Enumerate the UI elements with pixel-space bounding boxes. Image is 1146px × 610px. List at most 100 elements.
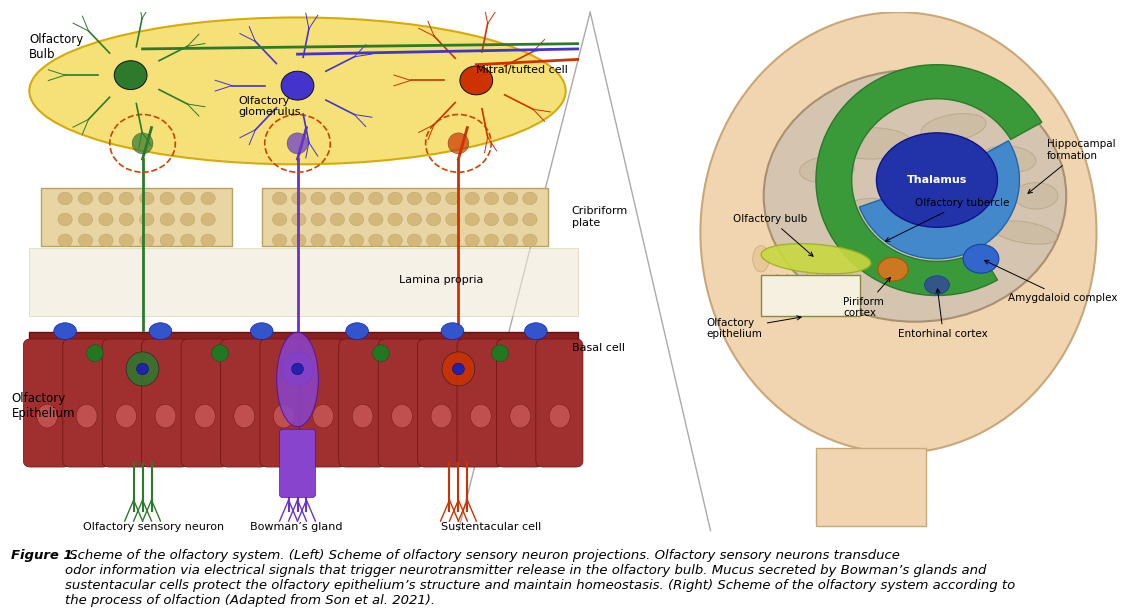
- Ellipse shape: [453, 363, 464, 375]
- Ellipse shape: [87, 345, 103, 362]
- Text: Cribriform
plate: Cribriform plate: [572, 206, 628, 228]
- Circle shape: [388, 213, 402, 226]
- Circle shape: [311, 192, 325, 205]
- Ellipse shape: [281, 71, 314, 100]
- Text: Olfactory
glomerulus: Olfactory glomerulus: [238, 96, 300, 118]
- Ellipse shape: [549, 404, 571, 428]
- Circle shape: [503, 192, 518, 205]
- Ellipse shape: [700, 12, 1097, 453]
- Circle shape: [273, 213, 286, 226]
- Circle shape: [330, 234, 345, 246]
- Ellipse shape: [992, 221, 1058, 244]
- Text: Olfactory bulb: Olfactory bulb: [733, 214, 813, 256]
- Circle shape: [350, 234, 363, 246]
- Circle shape: [273, 192, 286, 205]
- Circle shape: [99, 192, 113, 205]
- Ellipse shape: [346, 323, 368, 340]
- Circle shape: [201, 234, 215, 246]
- Circle shape: [523, 213, 537, 226]
- Circle shape: [311, 213, 325, 226]
- Circle shape: [160, 234, 174, 246]
- FancyBboxPatch shape: [30, 248, 578, 317]
- Circle shape: [273, 234, 286, 246]
- Ellipse shape: [286, 133, 308, 154]
- Ellipse shape: [442, 352, 474, 386]
- Ellipse shape: [116, 404, 136, 428]
- Ellipse shape: [234, 404, 254, 428]
- FancyBboxPatch shape: [181, 339, 228, 467]
- Circle shape: [446, 234, 460, 246]
- Text: Thalamus: Thalamus: [906, 175, 967, 185]
- FancyBboxPatch shape: [761, 274, 860, 317]
- Ellipse shape: [372, 345, 390, 362]
- Circle shape: [119, 234, 134, 246]
- Text: Olfactory tubercle: Olfactory tubercle: [886, 198, 1010, 242]
- Ellipse shape: [925, 276, 949, 294]
- Ellipse shape: [492, 345, 509, 362]
- Circle shape: [330, 213, 345, 226]
- Text: Olfactory
Epithelium: Olfactory Epithelium: [11, 392, 74, 420]
- Circle shape: [465, 234, 479, 246]
- Ellipse shape: [155, 404, 176, 428]
- Circle shape: [58, 213, 72, 226]
- Wedge shape: [816, 65, 1042, 295]
- Ellipse shape: [448, 133, 469, 154]
- Text: Olfactory
epithelium: Olfactory epithelium: [706, 316, 801, 339]
- Ellipse shape: [510, 404, 531, 428]
- Ellipse shape: [195, 404, 215, 428]
- Ellipse shape: [470, 404, 492, 428]
- Circle shape: [369, 234, 383, 246]
- Ellipse shape: [392, 404, 413, 428]
- Ellipse shape: [149, 323, 172, 340]
- Circle shape: [78, 192, 93, 205]
- Ellipse shape: [761, 243, 871, 274]
- FancyBboxPatch shape: [142, 339, 189, 467]
- Circle shape: [446, 192, 460, 205]
- Circle shape: [119, 213, 134, 226]
- Ellipse shape: [126, 352, 159, 386]
- Circle shape: [311, 234, 325, 246]
- Text: Olfactory
Bulb: Olfactory Bulb: [30, 33, 84, 61]
- FancyBboxPatch shape: [816, 448, 926, 526]
- Circle shape: [465, 192, 479, 205]
- Circle shape: [350, 213, 363, 226]
- Circle shape: [58, 234, 72, 246]
- Circle shape: [350, 192, 363, 205]
- Text: Figure 1.: Figure 1.: [11, 549, 78, 562]
- Ellipse shape: [981, 146, 1036, 173]
- Circle shape: [160, 192, 174, 205]
- Ellipse shape: [251, 323, 273, 340]
- Circle shape: [99, 213, 113, 226]
- Circle shape: [446, 213, 460, 226]
- Circle shape: [78, 213, 93, 226]
- Ellipse shape: [800, 156, 855, 183]
- Circle shape: [119, 192, 134, 205]
- Circle shape: [407, 234, 422, 246]
- Circle shape: [523, 192, 537, 205]
- Text: Amygdaloid complex: Amygdaloid complex: [984, 260, 1118, 303]
- Ellipse shape: [291, 363, 304, 375]
- Text: Sustentacular cell: Sustentacular cell: [440, 522, 541, 531]
- FancyBboxPatch shape: [339, 339, 386, 467]
- Text: Entorhinal cortex: Entorhinal cortex: [898, 289, 988, 339]
- FancyBboxPatch shape: [102, 339, 149, 467]
- Text: Hippocampal
formation: Hippocampal formation: [1028, 140, 1115, 193]
- Text: Scheme of the olfactory system. (Left) Scheme of olfactory sensory neuron projec: Scheme of the olfactory system. (Left) S…: [65, 549, 1015, 607]
- Ellipse shape: [525, 323, 547, 340]
- Circle shape: [181, 213, 195, 226]
- Ellipse shape: [54, 323, 77, 340]
- Circle shape: [426, 192, 441, 205]
- Circle shape: [388, 234, 402, 246]
- Circle shape: [181, 234, 195, 246]
- Circle shape: [388, 192, 402, 205]
- FancyBboxPatch shape: [378, 339, 425, 467]
- FancyBboxPatch shape: [41, 188, 231, 246]
- FancyBboxPatch shape: [457, 339, 504, 467]
- Text: Bowman’s gland: Bowman’s gland: [250, 522, 343, 531]
- Ellipse shape: [431, 404, 452, 428]
- Text: Mitral/tufted cell: Mitral/tufted cell: [477, 65, 568, 75]
- Ellipse shape: [441, 323, 464, 340]
- Ellipse shape: [921, 113, 986, 142]
- Circle shape: [407, 213, 422, 226]
- Circle shape: [292, 234, 306, 246]
